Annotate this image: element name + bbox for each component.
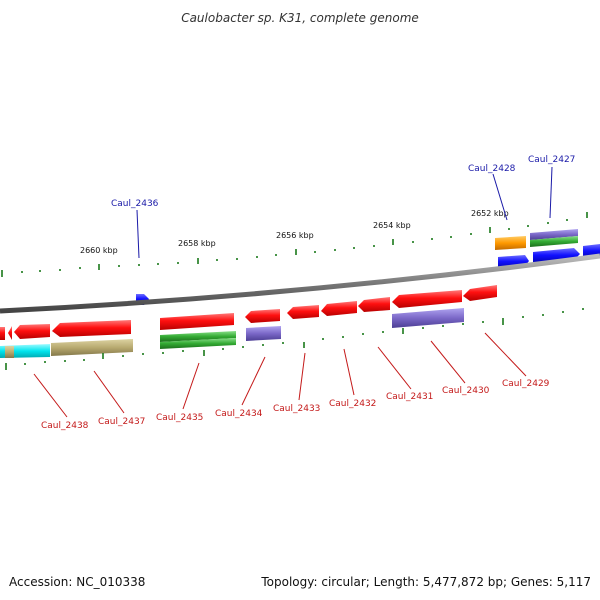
gene-caul-2428-orange[interactable] xyxy=(495,236,526,250)
domain-green-2435a xyxy=(160,331,236,342)
gene-label-caul-2429: Caul_2429 xyxy=(502,379,550,389)
gene-caul-2433[interactable] xyxy=(287,305,319,319)
inner-tick-track xyxy=(5,308,584,370)
gene-label-caul-2428: Caul_2428 xyxy=(468,164,516,174)
domain-green-2435b xyxy=(160,338,236,349)
domain-khaki xyxy=(51,339,133,356)
gene-label-caul-2434: Caul_2434 xyxy=(215,409,263,419)
gene-caul-2438[interactable] xyxy=(14,324,50,339)
gene-caul-2430[interactable] xyxy=(392,290,462,308)
gene-label-caul-2435: Caul_2435 xyxy=(156,413,203,423)
accession-text: Accession: NC_010338 xyxy=(9,575,145,589)
scale-label-2652: 2652 kbp xyxy=(471,209,509,218)
gene-caul-2434[interactable] xyxy=(245,309,280,323)
scale-label-2654: 2654 kbp xyxy=(373,221,411,230)
gene-label-caul-2431: Caul_2431 xyxy=(386,392,433,402)
gene-caul-2429[interactable] xyxy=(463,285,497,301)
gene-caul-2427-purple[interactable] xyxy=(530,229,578,240)
gene-label-caul-2437: Caul_2437 xyxy=(98,417,145,427)
domain-purple-2434 xyxy=(246,326,281,341)
gene-label-caul-2432: Caul_2432 xyxy=(329,399,376,409)
genome-summary-text: Topology: circular; Length: 5,477,872 bp… xyxy=(260,575,591,589)
gene-label-caul-2436: Caul_2436 xyxy=(111,199,159,209)
forward-label-leaders xyxy=(136,166,553,259)
scale-label-2660: 2660 kbp xyxy=(80,246,118,255)
genome-backbone xyxy=(0,253,600,314)
gene-caul-2427-green[interactable] xyxy=(530,236,578,247)
gene-rev-a[interactable] xyxy=(0,327,5,340)
reverse-cds-track xyxy=(0,285,497,340)
domain-khaki-left xyxy=(5,346,14,358)
gene-label-caul-2430: Caul_2430 xyxy=(442,386,490,396)
gene-label-caul-2427: Caul_2427 xyxy=(528,155,575,165)
gene-caul-2432[interactable] xyxy=(321,301,357,316)
outer-tick-track xyxy=(1,212,588,277)
gene-caul-2437[interactable] xyxy=(52,320,131,337)
gene-label-caul-2438: Caul_2438 xyxy=(41,421,89,431)
gene-caul-2431[interactable] xyxy=(358,297,390,312)
gene-rev-b[interactable] xyxy=(8,326,12,340)
scale-label-2658: 2658 kbp xyxy=(178,239,216,248)
map-title: Caulobacter sp. K31, complete genome xyxy=(181,11,419,25)
gene-label-caul-2433: Caul_2433 xyxy=(273,404,320,414)
gene-caul-2435[interactable] xyxy=(160,313,234,330)
scale-label-2656: 2656 kbp xyxy=(276,231,314,240)
domain-purple-2430 xyxy=(392,308,464,328)
reverse-label-leaders xyxy=(33,332,527,418)
